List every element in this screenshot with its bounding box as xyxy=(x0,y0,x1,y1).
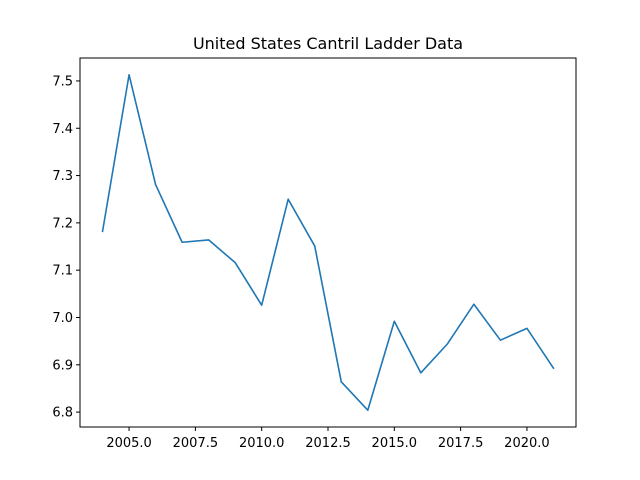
x-tick-label: 2010.0 xyxy=(239,436,285,451)
x-tick-label: 2017.5 xyxy=(438,436,484,451)
y-tick-label: 7.1 xyxy=(52,264,73,279)
y-tick-label: 7.4 xyxy=(52,122,73,137)
series-group xyxy=(101,73,555,412)
x-axis: 2005.0 2007.5 2010.0 2012.5 2015.0 2017.5 2020… xyxy=(106,427,550,451)
x-tick-label: 2007.5 xyxy=(173,436,219,451)
y-tick-label: 6.9 xyxy=(52,358,73,373)
y-tick-label: 6.8 xyxy=(52,406,73,421)
series-line xyxy=(101,73,555,412)
x-tick-label: 2015.0 xyxy=(372,436,418,451)
chart-title: United States Cantril Ladder Data xyxy=(193,34,463,53)
y-axis: 6.8 6.9 7.0 7.1 7.2 7.3 7.4 7.5 xyxy=(52,74,80,421)
y-tick-label: 7.5 xyxy=(52,74,73,89)
x-tick-label: 2012.5 xyxy=(305,436,351,451)
plot-frame xyxy=(79,57,577,428)
y-tick-label: 7.3 xyxy=(52,169,73,184)
x-tick-label: 2020.0 xyxy=(504,436,550,451)
x-tick-label: 2005.0 xyxy=(106,436,152,451)
y-tick-label: 7.2 xyxy=(52,216,73,231)
y-tick-label: 7.0 xyxy=(52,311,73,326)
